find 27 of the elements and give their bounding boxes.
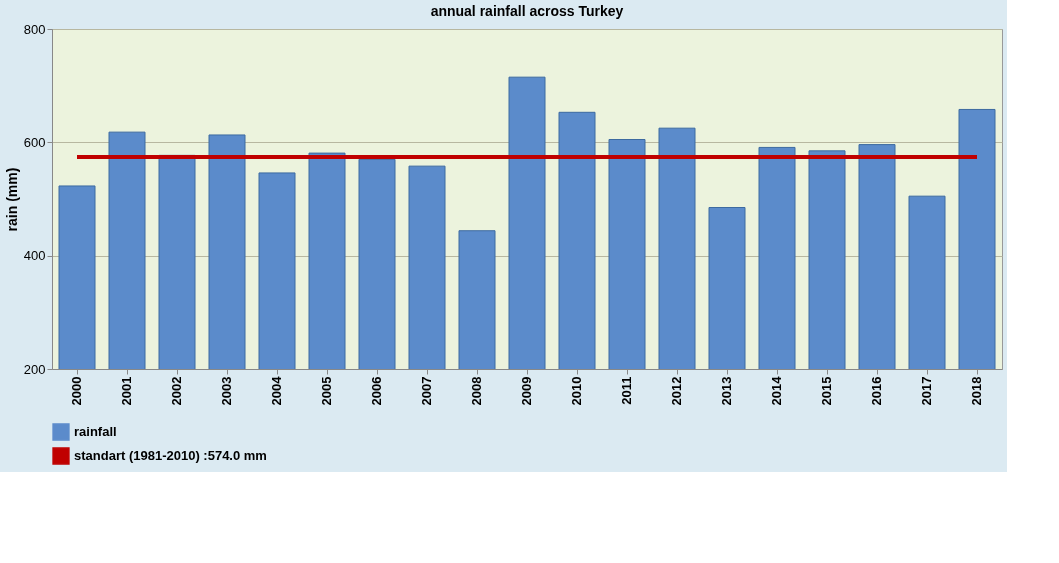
x-tick-label: 2012	[669, 376, 684, 406]
y-tick-label: 400	[23, 248, 46, 264]
y-tick-label: 600	[23, 134, 46, 150]
x-tick-label: 2015	[819, 376, 834, 406]
x-tick-label: 2013	[719, 376, 734, 406]
x-tick-label: 2018	[969, 376, 984, 406]
x-tick-label: 2011	[619, 376, 634, 405]
x-tick-label: 2008	[469, 376, 484, 406]
x-tick-label: 2005	[319, 376, 334, 406]
x-tick-label: 2002	[169, 376, 184, 406]
x-tick-label: 2007	[419, 376, 434, 406]
y-tick-label: 200	[23, 361, 46, 377]
x-tick-label: 2009	[519, 376, 534, 406]
chart-title: annual rainfall across Turkey	[430, 3, 624, 19]
x-tick-label: 2000	[69, 376, 84, 406]
x-tick-label: 2006	[369, 376, 384, 406]
y-tick-label: 800	[23, 21, 46, 37]
x-tick-label: 2014	[769, 375, 784, 406]
x-tick-label: 2003	[219, 376, 234, 406]
x-tick-label: 2001	[119, 376, 134, 406]
x-tick-label: 2017	[919, 376, 934, 406]
x-tick-label: 2010	[569, 376, 584, 406]
legend-label: standart (1981-2010) :574.0 mm	[74, 448, 267, 463]
x-tick-label: 2016	[869, 376, 884, 406]
legend-label: rainfall	[74, 424, 117, 439]
x-tick-label: 2004	[269, 375, 284, 406]
y-axis-title: rain (mm)	[3, 167, 20, 232]
